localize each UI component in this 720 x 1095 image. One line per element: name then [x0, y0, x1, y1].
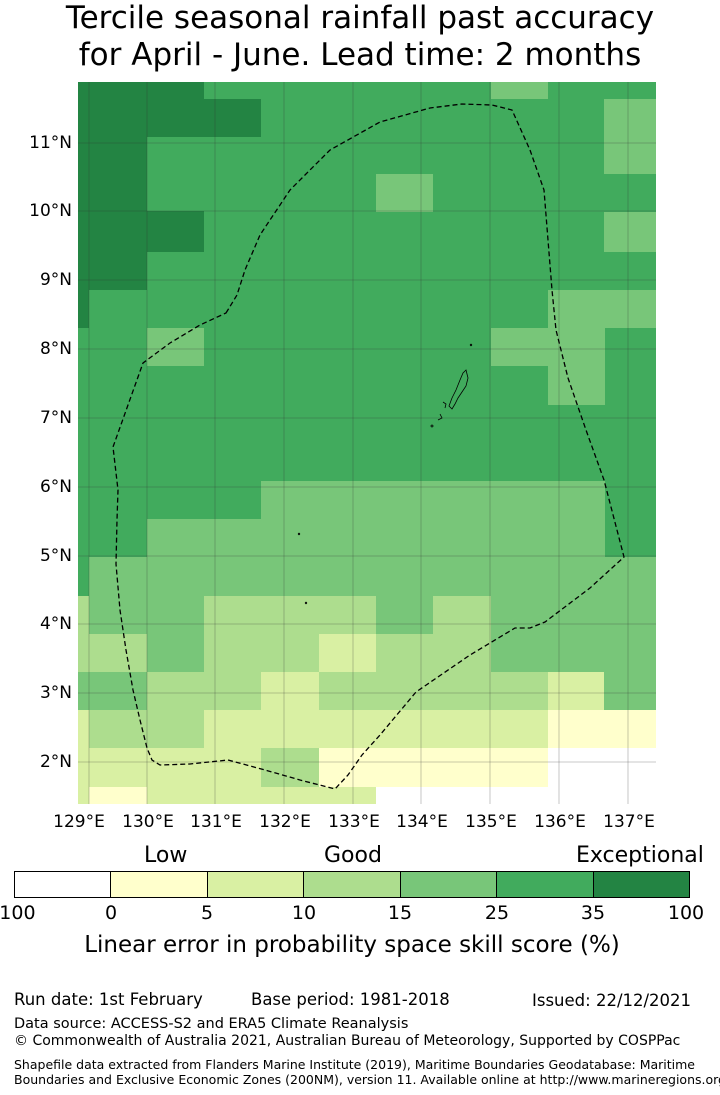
lat-tick-label: 2°N [39, 752, 72, 772]
run-date: Run date: 1st February [14, 990, 203, 1009]
data-source: Data source: ACCESS-S2 and ERA5 Climate … [14, 1016, 409, 1032]
lon-tick-label: 129°E [53, 812, 105, 832]
moderate-skill-cells [78, 596, 548, 787]
skill-score-map [78, 82, 656, 804]
colorbar-category-low: Low [144, 843, 188, 868]
colorbar-tick: 15 [387, 902, 413, 924]
colorbar-segment [497, 872, 594, 897]
lon-tick-label: 134°E [396, 812, 448, 832]
colorbar-label: Linear error in probability space skill … [84, 932, 620, 958]
issued-date: Issued: 22/12/2021 [532, 991, 692, 1010]
lon-tick-label: 137°E [603, 812, 655, 832]
lon-tick-label: 136°E [534, 812, 586, 832]
lon-tick-label: 133°E [328, 812, 380, 832]
colorbar-tick: 0 [104, 902, 118, 924]
lon-tick-label: 132°E [259, 812, 311, 832]
colorbar-tick: 35 [580, 902, 606, 924]
lon-tick-label: 135°E [465, 812, 517, 832]
colorbar-tick: 100 [667, 902, 705, 924]
lat-tick-label: 7°N [39, 408, 72, 428]
map-title-line-2: for April - June. Lead time: 2 months [78, 37, 642, 73]
colorbar-tick: 5 [200, 902, 214, 924]
shapefile-credit-line-1: Shapefile data extracted from Flanders M… [14, 1057, 695, 1072]
colorbar-segment [400, 872, 498, 897]
lat-tick-label: 4°N [39, 614, 72, 634]
lat-tick-label: 5°N [39, 546, 72, 566]
map-title-line-1: Tercile seasonal rainfall past accuracy [65, 0, 655, 36]
colorbar-segment [15, 872, 112, 897]
lat-tick-label: 6°N [39, 477, 72, 497]
colorbar-segment [111, 872, 208, 897]
copyright: © Commonwealth of Australia 2021, Austra… [14, 1033, 681, 1049]
colorbar-segment [304, 872, 401, 897]
low-skill-cells [78, 634, 604, 804]
exceptional-skill-cells [78, 82, 261, 328]
colorbar-tick: 25 [484, 902, 510, 924]
very-low-skill-cells [89, 710, 656, 804]
colorbar-tick: -100 [0, 902, 36, 924]
eez-boundary [112, 103, 625, 790]
base-period: Base period: 1981-2018 [251, 990, 450, 1009]
lat-tick-label: 8°N [39, 339, 72, 359]
colorbar-segment [593, 872, 689, 897]
colorbar [14, 871, 690, 898]
shapefile-credit-line-2: Boundaries and Exclusive Economic Zones … [14, 1072, 720, 1087]
no-skill-cells [376, 748, 656, 804]
lat-tick-label: 10°N [29, 201, 72, 221]
lon-tick-label: 130°E [122, 812, 174, 832]
lon-tick-label: 131°E [190, 812, 242, 832]
colorbar-tick: 10 [291, 902, 317, 924]
colorbar-category-good: Good [324, 843, 382, 868]
map-gridlines [78, 82, 656, 804]
good-skill-cells [78, 82, 656, 710]
colorbar-category-exceptional: Exceptional [576, 843, 704, 868]
lat-tick-label: 11°N [29, 133, 72, 153]
lat-tick-label: 9°N [39, 270, 72, 290]
colorbar-segment [207, 872, 305, 897]
palau-islands [297, 343, 473, 605]
lat-tick-label: 3°N [39, 683, 72, 703]
